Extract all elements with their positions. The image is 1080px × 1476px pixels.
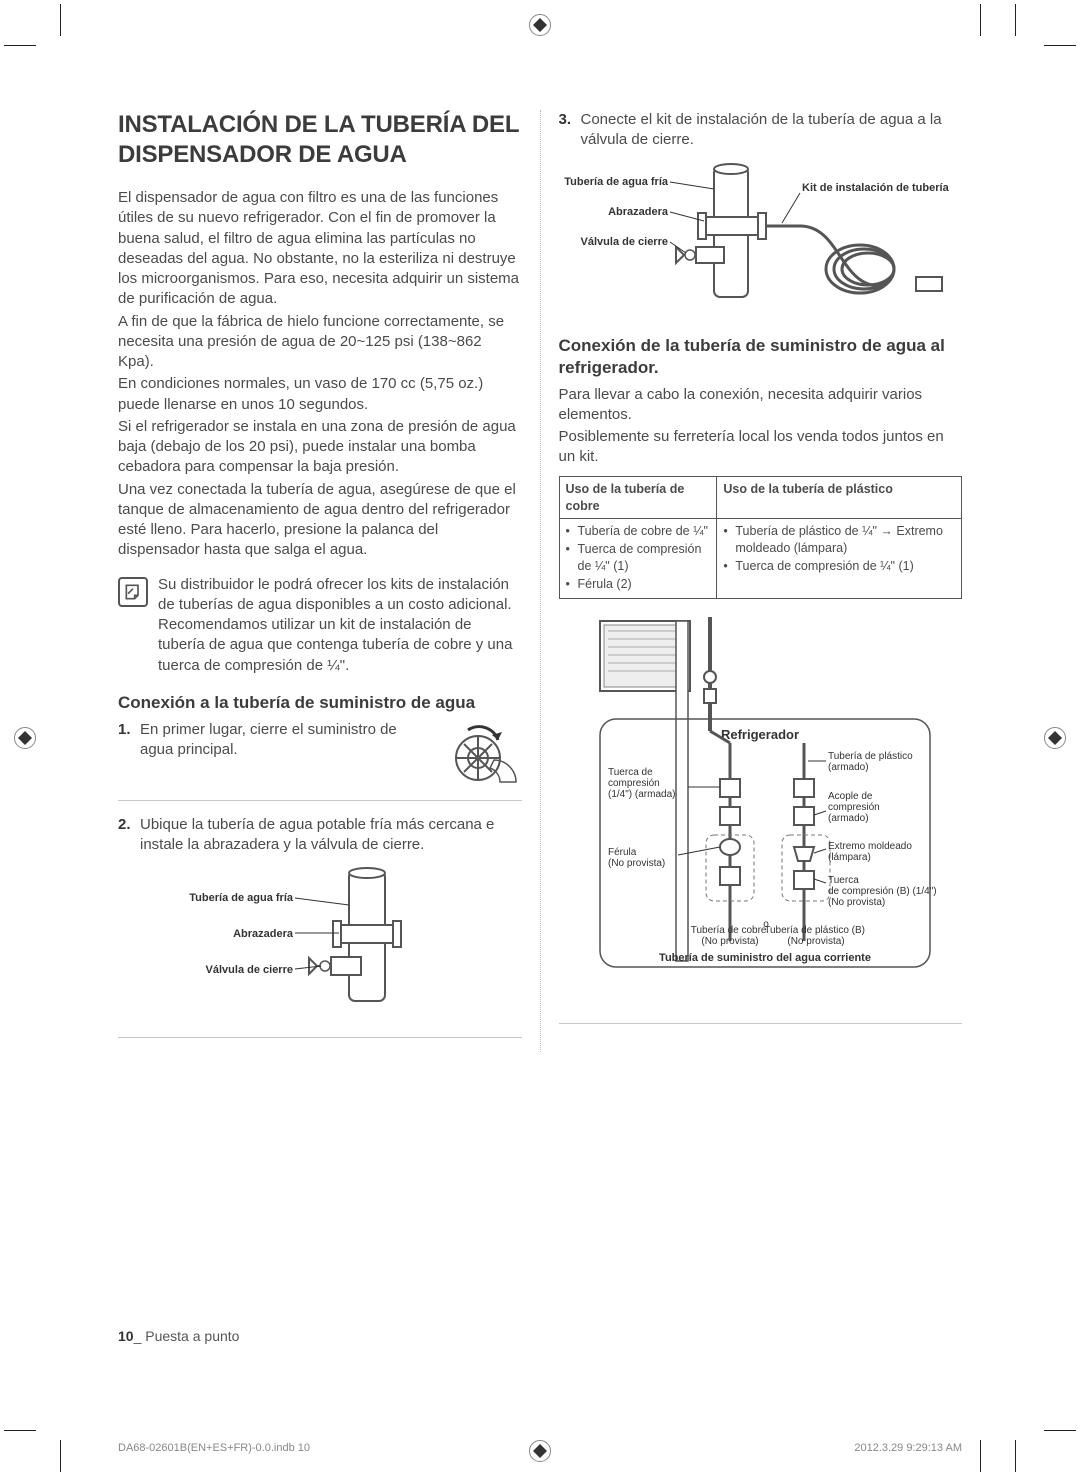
intro-paragraph: Si el refrigerador se instala en una zon… — [118, 417, 522, 478]
step-list: Ubique la tubería de agua potable fría m… — [118, 815, 522, 1028]
registration-mark-left — [14, 727, 36, 749]
left-column: INSTALACIÓN DE LA TUBERÍA DEL DISPENSADO… — [118, 110, 528, 1052]
list-item: Tubería de cobre de ¼" — [566, 523, 711, 540]
diagram-label: Válvula de cierre — [205, 964, 292, 976]
table-cell: Tubería de plástico de ¼" → Extremo mold… — [717, 519, 962, 599]
intro-paragraph: En condiciones normales, un vaso de 170 … — [118, 374, 522, 415]
note-text: Su distribuidor le podrá ofrecer los kit… — [158, 575, 522, 676]
divider — [118, 800, 522, 801]
diagram-label: Tuerca de compresión (1/4") (armada) — [608, 767, 675, 800]
registration-mark-right — [1044, 727, 1066, 749]
diagram-label: Férula (No provista) — [608, 847, 665, 869]
step-item: Ubique la tubería de agua potable fría m… — [118, 815, 522, 1028]
print-metadata: DA68-02601B(EN+ES+FR)-0.0.indb 10 2012.3… — [118, 1441, 962, 1456]
note-block: Su distribuidor le podrá ofrecer los kit… — [118, 575, 522, 678]
crop-mark — [60, 4, 61, 36]
two-column-layout: INSTALACIÓN DE LA TUBERÍA DEL DISPENSADO… — [118, 110, 962, 1052]
table-header: Uso de la tubería de cobre — [559, 476, 717, 519]
registration-mark-top — [529, 14, 551, 36]
section-heading: Conexión a la tubería de suministro de a… — [118, 692, 522, 714]
fridge-connection-diagram: Refrigerador Tuerca de compresión — [560, 611, 960, 1011]
diagram-label: Abrazadera — [608, 206, 669, 218]
diagram-label: Acople de compresión (armado) — [828, 791, 882, 824]
crop-mark — [980, 1440, 981, 1472]
step-item: Conecte el kit de instalación de la tube… — [559, 110, 963, 151]
intro-paragraph: A fin de que la fábrica de hielo funcion… — [118, 312, 522, 373]
intro-paragraph: Una vez conectada la tubería de agua, as… — [118, 480, 522, 561]
page-title: INSTALACIÓN DE LA TUBERÍA DEL DISPENSADO… — [118, 110, 522, 170]
step-list: En primer lugar, cierre el suministro de… — [118, 720, 522, 790]
list-item: Férula (2) — [566, 576, 711, 593]
section-intro: Para llevar a cabo la conexión, necesita… — [559, 385, 963, 426]
crop-mark — [1044, 45, 1076, 46]
print-file: DA68-02601B(EN+ES+FR)-0.0.indb 10 — [118, 1441, 310, 1456]
footer-section: _ Puesta a punto — [134, 1328, 240, 1344]
diagram-label: Abrazadera — [233, 928, 294, 940]
section-heading: Conexión de la tubería de suministro de … — [559, 335, 963, 379]
intro-paragraph: El dispensador de agua con filtro es una… — [118, 188, 522, 310]
crop-mark — [1015, 1440, 1016, 1472]
step-item: En primer lugar, cierre el suministro de… — [118, 720, 522, 790]
crop-mark — [1015, 4, 1016, 36]
table-header: Uso de la tubería de plástico — [717, 476, 962, 519]
diagram-label: Tubería de agua fría — [189, 892, 294, 904]
pipe-kit-diagram: Tubería de agua fría Abrazadera Válvula … — [560, 161, 960, 321]
step-list: Conecte el kit de instalación de la tube… — [559, 110, 963, 151]
note-icon — [118, 577, 148, 607]
divider — [118, 1037, 522, 1038]
diagram-label: Extremo moldeado (lámpara) — [828, 841, 915, 863]
divider — [559, 1023, 963, 1024]
right-column: Conecte el kit de instalación de la tube… — [540, 110, 963, 1052]
crop-mark — [980, 4, 981, 36]
table-cell: Tubería de cobre de ¼" Tuerca de compres… — [559, 519, 717, 599]
page-footer: 10_ Puesta a punto — [118, 1327, 962, 1346]
list-item: Tuerca de compresión de ¼" (1) — [723, 558, 955, 575]
list-item: Tubería de plástico de ¼" → Extremo mold… — [723, 523, 955, 557]
diagram-label: Tubería de cobre (No provista) — [691, 925, 770, 947]
diagram-label: Tubería de plástico (armado) — [828, 751, 915, 773]
diagram-label: Tuerca de compresión (B) (1/4") (No prov… — [828, 875, 939, 908]
tubing-comparison-table: Uso de la tubería de cobre Uso de la tub… — [559, 476, 963, 599]
step-text: Ubique la tubería de agua potable fría m… — [140, 815, 522, 856]
crop-mark — [4, 1430, 36, 1431]
valve-close-icon — [442, 720, 522, 790]
crop-mark — [4, 45, 36, 46]
section-intro: Posiblemente su ferretería local los ven… — [559, 427, 963, 468]
print-timestamp: 2012.3.29 9:29:13 AM — [854, 1441, 962, 1456]
diagram-label: Tubería de agua fría — [565, 176, 670, 188]
pipe-clamp-diagram: Tubería de agua fría Abrazadera Válvula … — [181, 865, 481, 1015]
crop-mark — [1044, 1430, 1076, 1431]
list-item: Tuerca de compresión de ¼" (1) — [566, 541, 711, 575]
diagram-label: Tubería de suministro del agua corriente — [659, 952, 871, 964]
diagram-label: Kit de instalación de tubería — [802, 182, 950, 194]
crop-mark — [60, 1440, 61, 1472]
diagram-label: Tubería de plástico (B) (No provista) — [764, 925, 868, 947]
diagram-label: Refrigerador — [721, 727, 799, 742]
step-text: Conecte el kit de instalación de la tube… — [581, 110, 963, 151]
step-text: En primer lugar, cierre el suministro de… — [140, 720, 428, 761]
page-number: 10 — [118, 1328, 134, 1344]
diagram-label: Válvula de cierre — [581, 236, 668, 248]
